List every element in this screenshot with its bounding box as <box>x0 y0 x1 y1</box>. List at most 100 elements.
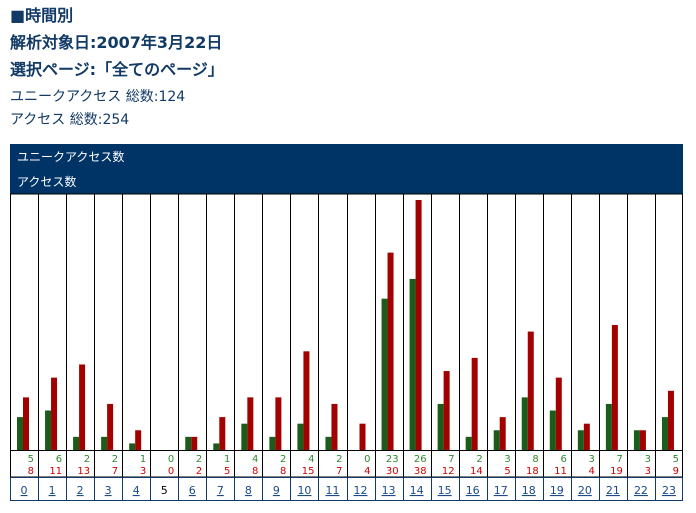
access-bar <box>23 397 29 450</box>
unique-value-label: 4 <box>308 454 314 465</box>
hour-link[interactable]: 23 <box>662 484 676 497</box>
unique-value-label: 5 <box>673 454 679 465</box>
access-bar <box>387 252 394 450</box>
access-bar <box>555 377 562 450</box>
access-value-label: 13 <box>77 466 90 477</box>
access-value-label: 7 <box>336 466 342 477</box>
unique-bar <box>101 436 108 450</box>
unique-bar <box>269 436 276 450</box>
hour-link[interactable]: 1 <box>49 484 56 497</box>
hour-link[interactable]: 8 <box>245 484 252 497</box>
hour-link[interactable]: 18 <box>522 484 536 497</box>
access-value-label: 2 <box>196 466 202 477</box>
hour-link[interactable]: 21 <box>606 484 620 497</box>
access-value-label: 11 <box>554 466 567 477</box>
unique-value-label: 5 <box>28 454 34 465</box>
access-bar <box>135 430 142 450</box>
access-bar <box>583 423 590 450</box>
access-total: アクセス 総数:254 <box>10 112 130 128</box>
unique-bar <box>241 423 248 450</box>
unique-bar <box>185 436 192 450</box>
hour-link[interactable]: 12 <box>354 484 368 497</box>
unique-bar <box>633 430 640 450</box>
hour-link[interactable]: 11 <box>325 484 339 497</box>
access-bar <box>51 377 58 450</box>
access-value-label: 7 <box>112 466 118 477</box>
unique-bar <box>381 298 388 450</box>
unique-bar <box>45 410 52 450</box>
access-bar <box>303 351 310 450</box>
access-bar <box>499 417 506 450</box>
access-bar <box>191 436 198 450</box>
unique-bar <box>577 430 584 450</box>
unique-value-label: 7 <box>617 454 623 465</box>
hour-link[interactable]: 9 <box>273 484 280 497</box>
access-value-label: 4 <box>589 466 595 477</box>
hour-link[interactable]: 2 <box>77 484 84 497</box>
access-value-label: 9 <box>673 466 679 477</box>
hour-link[interactable]: 0 <box>21 484 28 497</box>
unique-bar <box>521 397 528 450</box>
access-bar <box>79 364 86 450</box>
hour-link[interactable]: 6 <box>189 484 196 497</box>
access-value-label: 30 <box>386 466 399 477</box>
unique-bar <box>73 436 80 450</box>
analysis-date: 解析対象日:2007年3月22日 <box>10 33 223 52</box>
hour-link[interactable]: 15 <box>438 484 452 497</box>
hour-link[interactable]: 14 <box>410 484 424 497</box>
unique-value-label: 1 <box>224 454 230 465</box>
hour-link[interactable]: 22 <box>634 484 648 497</box>
unique-value-label: 6 <box>560 454 566 465</box>
unique-value-label: 3 <box>645 454 651 465</box>
unique-bar <box>17 417 23 450</box>
access-value-label: 19 <box>610 466 623 477</box>
access-value-label: 12 <box>442 466 455 477</box>
access-value-label: 18 <box>526 466 539 477</box>
unique-value-label: 1 <box>140 454 146 465</box>
access-value-label: 8 <box>28 466 34 477</box>
hour-link[interactable]: 17 <box>494 484 508 497</box>
selected-page: 選択ページ:「全てのページ」 <box>10 60 224 79</box>
chart-canvas: ユニークアクセス数アクセス数58061112132273134005226157… <box>10 144 683 501</box>
unique-bar <box>493 430 500 450</box>
hour-link[interactable]: 19 <box>550 484 564 497</box>
unique-value-label: 2 <box>84 454 90 465</box>
access-bar <box>219 417 226 450</box>
hour-link[interactable]: 4 <box>133 484 140 497</box>
access-bar <box>443 371 450 450</box>
access-value-label: 8 <box>280 466 286 477</box>
unique-bar <box>437 403 444 450</box>
access-bar <box>471 357 478 450</box>
access-bar <box>611 325 618 450</box>
unique-value-label: 2 <box>476 454 482 465</box>
unique-value-label: 6 <box>56 454 62 465</box>
hour-link[interactable]: 7 <box>217 484 224 497</box>
unique-bar <box>549 410 556 450</box>
hour-link[interactable]: 10 <box>297 484 311 497</box>
access-value-label: 3 <box>645 466 651 477</box>
unique-bar <box>465 436 472 450</box>
access-value-label: 3 <box>140 466 146 477</box>
unique-access-total: ユニークアクセス 総数:124 <box>10 89 186 105</box>
section-title: ■時間別 <box>10 6 74 25</box>
unique-bar <box>213 443 220 450</box>
hour-link[interactable]: 13 <box>382 484 396 497</box>
unique-value-label: 7 <box>448 454 454 465</box>
access-bar <box>359 423 366 450</box>
access-bar <box>527 331 534 450</box>
legend-entry: アクセス数 <box>17 174 76 189</box>
hour-link[interactable]: 20 <box>578 484 592 497</box>
access-value-label: 0 <box>168 466 174 477</box>
unique-value-label: 2 <box>112 454 118 465</box>
hourly-access-chart: ユニークアクセス数 アクセス数 5 8 0 6 11 1 2 13 2 2 7 3 1 3 4 0 0 5 2 2 6 1 5 7… <box>10 144 683 502</box>
access-bar <box>415 200 422 450</box>
unique-value-label: 4 <box>252 454 258 465</box>
access-value-label: 14 <box>470 466 483 477</box>
access-bar <box>639 430 646 450</box>
unique-bar <box>409 278 416 450</box>
unique-value-label: 2 <box>196 454 202 465</box>
hour-link[interactable]: 16 <box>466 484 480 497</box>
unique-bar <box>129 443 136 450</box>
access-bar <box>247 397 254 450</box>
hour-link[interactable]: 3 <box>105 484 112 497</box>
